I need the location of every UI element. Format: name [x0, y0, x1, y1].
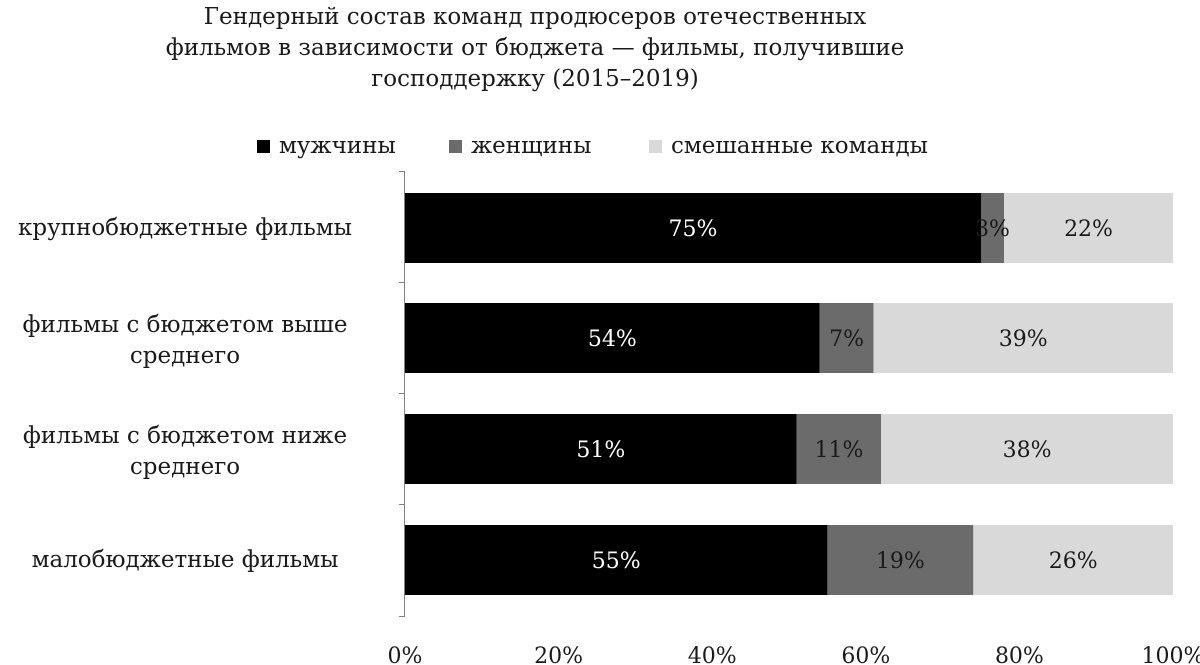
- bar-segment-3-2: [873, 303, 1173, 373]
- x-tick-label-5: 80%: [995, 644, 1044, 665]
- data-label-2-4: 19%: [876, 549, 925, 574]
- category-label-large-budget: крупнобюджетные фильмы: [0, 213, 370, 244]
- data-label-2-2: 7%: [829, 327, 864, 352]
- category-label-above-average: фильмы с бюджетом выше среднего: [0, 310, 370, 372]
- x-tick-label-1: 0%: [388, 644, 423, 665]
- data-label-1-1: 75%: [669, 217, 718, 242]
- legend-swatch-women: [449, 139, 462, 153]
- bar-segment-3-3: [881, 414, 1173, 484]
- chart-title-line-2: фильмов в зависимости от бюджета — фильм…: [165, 35, 905, 61]
- data-label-1-4: 55%: [592, 549, 641, 574]
- legend-label-mixed: смешанные команды: [671, 133, 928, 159]
- data-label-3-2: 39%: [999, 327, 1048, 352]
- legend-swatch-men: [257, 139, 270, 153]
- chart-title-line-1: Гендерный состав команд продюсеров отече…: [203, 4, 867, 30]
- bar-segment-1-1: [405, 193, 981, 263]
- data-label-3-1: 22%: [1064, 217, 1113, 242]
- chart-title-line-3: господдержку (2015–2019): [371, 66, 699, 92]
- data-label-3-4: 26%: [1049, 549, 1098, 574]
- bar-segment-2-3: [796, 414, 882, 484]
- legend-label-men: мужчины: [279, 133, 396, 159]
- x-tick-label-2: 20%: [534, 644, 583, 665]
- category-label-line: фильмы с бюджетом выше: [22, 312, 348, 338]
- bar-segment-1-2: [405, 303, 820, 373]
- bar-segment-3-4: [973, 525, 1173, 595]
- x-tick-label-3: 40%: [688, 644, 737, 665]
- legend-item-women: женщины: [449, 133, 591, 159]
- x-tick-label-4: 60%: [841, 644, 890, 665]
- bar-segment-3-1: [1004, 193, 1173, 263]
- data-label-3-3: 38%: [1003, 438, 1052, 463]
- data-label-1-3: 51%: [576, 438, 625, 463]
- data-label-2-3: 11%: [814, 438, 863, 463]
- category-label-below-average: фильмы с бюджетом ниже среднего: [0, 421, 370, 483]
- category-label-low-budget: малобюджетные фильмы: [0, 545, 370, 576]
- legend-item-mixed: смешанные команды: [649, 133, 928, 159]
- bar-segment-1-3: [405, 414, 797, 484]
- data-label-1-2: 54%: [588, 327, 637, 352]
- category-label-line: фильмы с бюджетом ниже: [22, 423, 348, 449]
- category-label-line: крупнобюджетные фильмы: [18, 215, 352, 241]
- category-label-line: среднего: [129, 454, 241, 480]
- legend-label-women: женщины: [471, 133, 592, 159]
- bar-segment-2-2: [819, 303, 874, 373]
- bar-segment-1-4: [405, 525, 828, 595]
- legend-swatch-mixed: [649, 139, 662, 153]
- chart-legend: мужчины женщины смешанные команды: [0, 133, 1200, 167]
- bar-segment-2-4: [827, 525, 974, 595]
- category-label-line: малобюджетные фильмы: [31, 547, 339, 573]
- category-label-line: среднего: [129, 343, 241, 369]
- x-tick-label-6: 100%: [1142, 644, 1200, 665]
- legend-item-men: мужчины: [257, 133, 396, 159]
- data-label-2-1: 3%: [975, 217, 1010, 242]
- bar-segment-2-1: [981, 193, 1005, 263]
